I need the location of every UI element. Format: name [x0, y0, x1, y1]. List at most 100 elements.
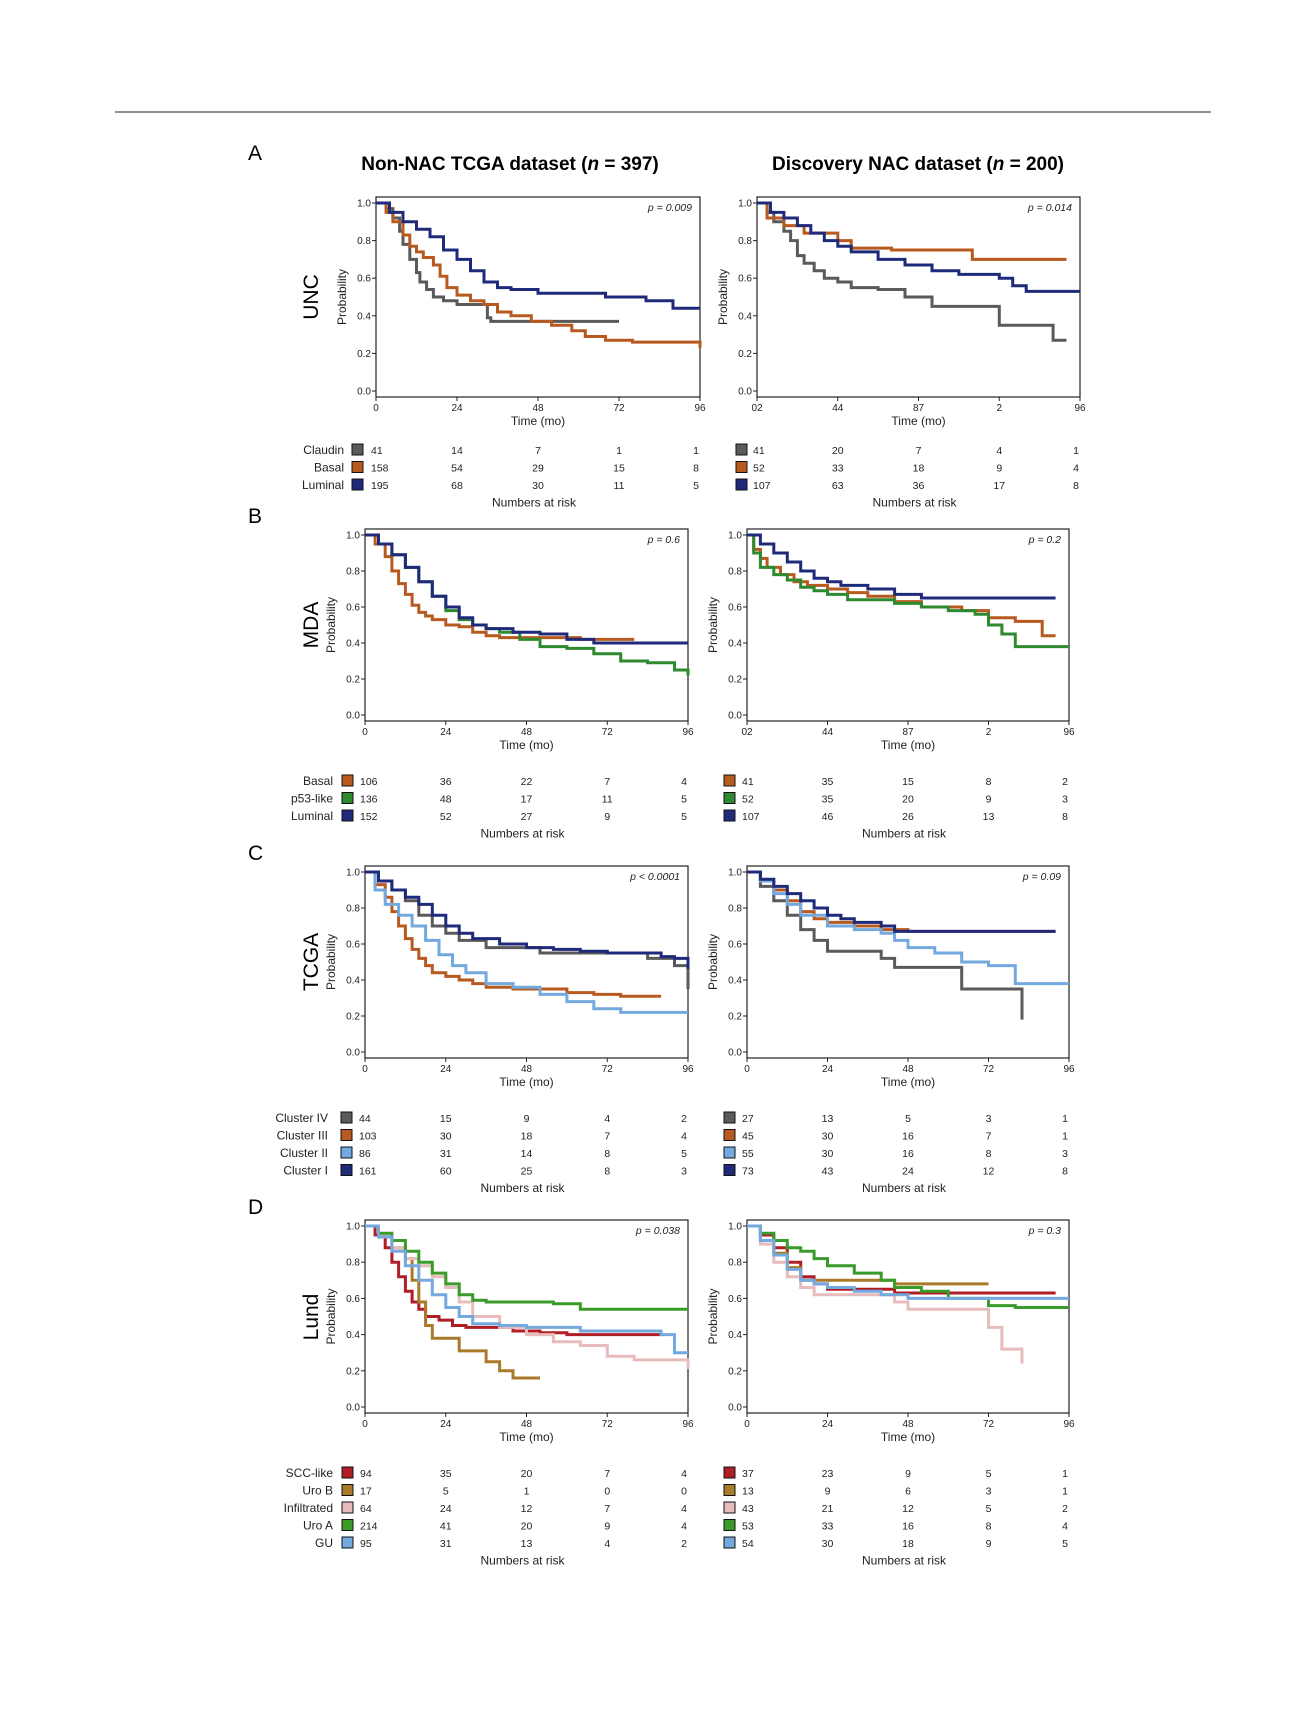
x-tick-label: 87	[902, 727, 914, 738]
km-curve-claudin	[757, 201, 1067, 342]
risk-color-swatch	[351, 443, 364, 456]
risk-group-label: Luminal	[302, 478, 344, 492]
risk-count: 15	[613, 463, 625, 475]
risk-count: 46	[822, 811, 834, 823]
risk-count: 4	[604, 1538, 610, 1550]
risk-count: 5	[693, 480, 699, 492]
risk-color-swatch	[735, 461, 748, 473]
x-axis-label: Time (mo)	[499, 1075, 553, 1089]
row-label: UNC	[300, 274, 323, 320]
risk-count: 8	[1073, 480, 1079, 492]
y-tick-label: 0.4	[357, 311, 371, 322]
risk-n: 136	[360, 794, 378, 806]
risk-color-swatch	[723, 809, 736, 822]
km-curve-luminal	[747, 533, 1056, 600]
risk-color-swatch	[341, 1536, 354, 1549]
risk-count: 8	[1062, 1166, 1068, 1178]
x-tick-label: 96	[682, 1419, 694, 1430]
risk-count: 13	[521, 1538, 533, 1550]
risk-count: 33	[832, 463, 844, 475]
km-curve-luminal	[365, 533, 688, 645]
km-curve-cluster-iii	[365, 870, 662, 998]
x-tick-label: 96	[1063, 1064, 1075, 1075]
km-plot-unc-0: 0.0 0.2 0.4 0.6 0.8 1.0 Probability 0 24 48 72 96 Ti…	[302, 196, 706, 510]
risk-n: 37	[742, 1468, 754, 1480]
y-tick-label: 1.0	[346, 868, 360, 879]
risk-n: 52	[742, 794, 754, 806]
column-title: Non-NAC TCGA dataset (n = 397)	[361, 154, 659, 175]
risk-count: 30	[822, 1538, 834, 1550]
y-tick-label: 0.2	[346, 675, 360, 686]
x-tick-label: 2	[986, 727, 992, 738]
x-tick-label: 72	[983, 1064, 995, 1075]
x-tick-label: 48	[521, 727, 533, 738]
x-tick-label: 0	[373, 403, 379, 414]
x-tick-label: 0	[362, 1064, 368, 1075]
risk-color-swatch	[341, 1484, 354, 1496]
risk-count: 43	[822, 1166, 834, 1178]
risk-n: 86	[359, 1148, 371, 1160]
risk-count: 8	[693, 463, 699, 475]
y-tick-label: 1.0	[346, 531, 360, 542]
x-tick-label: 72	[602, 727, 614, 738]
risk-count: 9	[986, 794, 992, 806]
risk-count: 27	[521, 811, 533, 823]
panel-letter: C	[248, 842, 263, 865]
x-tick-label: 44	[832, 403, 844, 414]
risk-count: 9	[905, 1468, 911, 1480]
plot-frame	[364, 528, 689, 722]
x-tick-label: 96	[682, 1064, 694, 1075]
risk-count: 12	[983, 1166, 995, 1178]
x-tick-label: 0	[362, 1419, 368, 1430]
km-curve-luminal	[757, 201, 1080, 293]
risk-group-label: Basal	[303, 774, 333, 788]
risk-color-swatch	[340, 1164, 353, 1176]
y-tick-label: 0.4	[738, 311, 752, 322]
x-tick-label: 72	[983, 1419, 995, 1430]
x-axis-label: Time (mo)	[499, 738, 553, 752]
risk-n: 73	[742, 1166, 754, 1178]
risk-n: 152	[360, 811, 378, 823]
y-tick-label: 0.0	[728, 1403, 742, 1414]
km-curve-basal	[757, 201, 1067, 261]
risk-color-swatch	[341, 1501, 354, 1514]
km-curve-claudin	[376, 201, 619, 323]
risk-count: 2	[681, 1538, 687, 1550]
risk-count: 16	[902, 1521, 914, 1533]
panel-letter: B	[248, 505, 262, 528]
x-tick-label: 24	[822, 1064, 834, 1075]
km-curve-scc-like	[365, 1224, 662, 1337]
y-tick-label: 0.6	[728, 603, 742, 614]
risk-count: 5	[905, 1113, 911, 1125]
km-curve-basal	[376, 201, 702, 348]
risk-count: 16	[902, 1148, 914, 1160]
km-plot-tcga-1: 0.0 0.2 0.4 0.6 0.8 1.0 Probability 0 24 48 72 96 Ti…	[706, 865, 1075, 1195]
x-axis-label: Time (mo)	[881, 1430, 935, 1444]
km-curve-cluster-ii	[365, 870, 688, 1014]
y-tick-label: 0.6	[346, 940, 360, 951]
risk-count: 23	[822, 1468, 834, 1480]
y-tick-label: 0.6	[728, 940, 742, 951]
risk-color-swatch	[723, 1484, 736, 1496]
risk-count: 5	[681, 794, 687, 806]
km-curve-cluster-iv	[747, 870, 1024, 1020]
y-axis-label: Probability	[706, 1288, 720, 1344]
risk-n: 44	[359, 1113, 371, 1125]
risk-count: 18	[913, 463, 925, 475]
risk-count: 63	[832, 480, 844, 492]
risk-n: 53	[742, 1521, 754, 1533]
y-tick-label: 1.0	[357, 199, 371, 210]
risk-count: 11	[602, 794, 613, 806]
y-axis-label: Probability	[335, 269, 349, 325]
risk-count: 18	[521, 1131, 533, 1143]
risk-count: 12	[902, 1503, 914, 1515]
km-curve-cluster-i	[365, 870, 690, 970]
risk-group-label: GU	[315, 1536, 333, 1550]
risk-count: 4	[681, 1131, 687, 1143]
risk-count: 14	[451, 445, 463, 457]
risk-count: 8	[604, 1148, 610, 1160]
risk-n: 94	[360, 1468, 372, 1480]
risk-count: 24	[902, 1166, 914, 1178]
